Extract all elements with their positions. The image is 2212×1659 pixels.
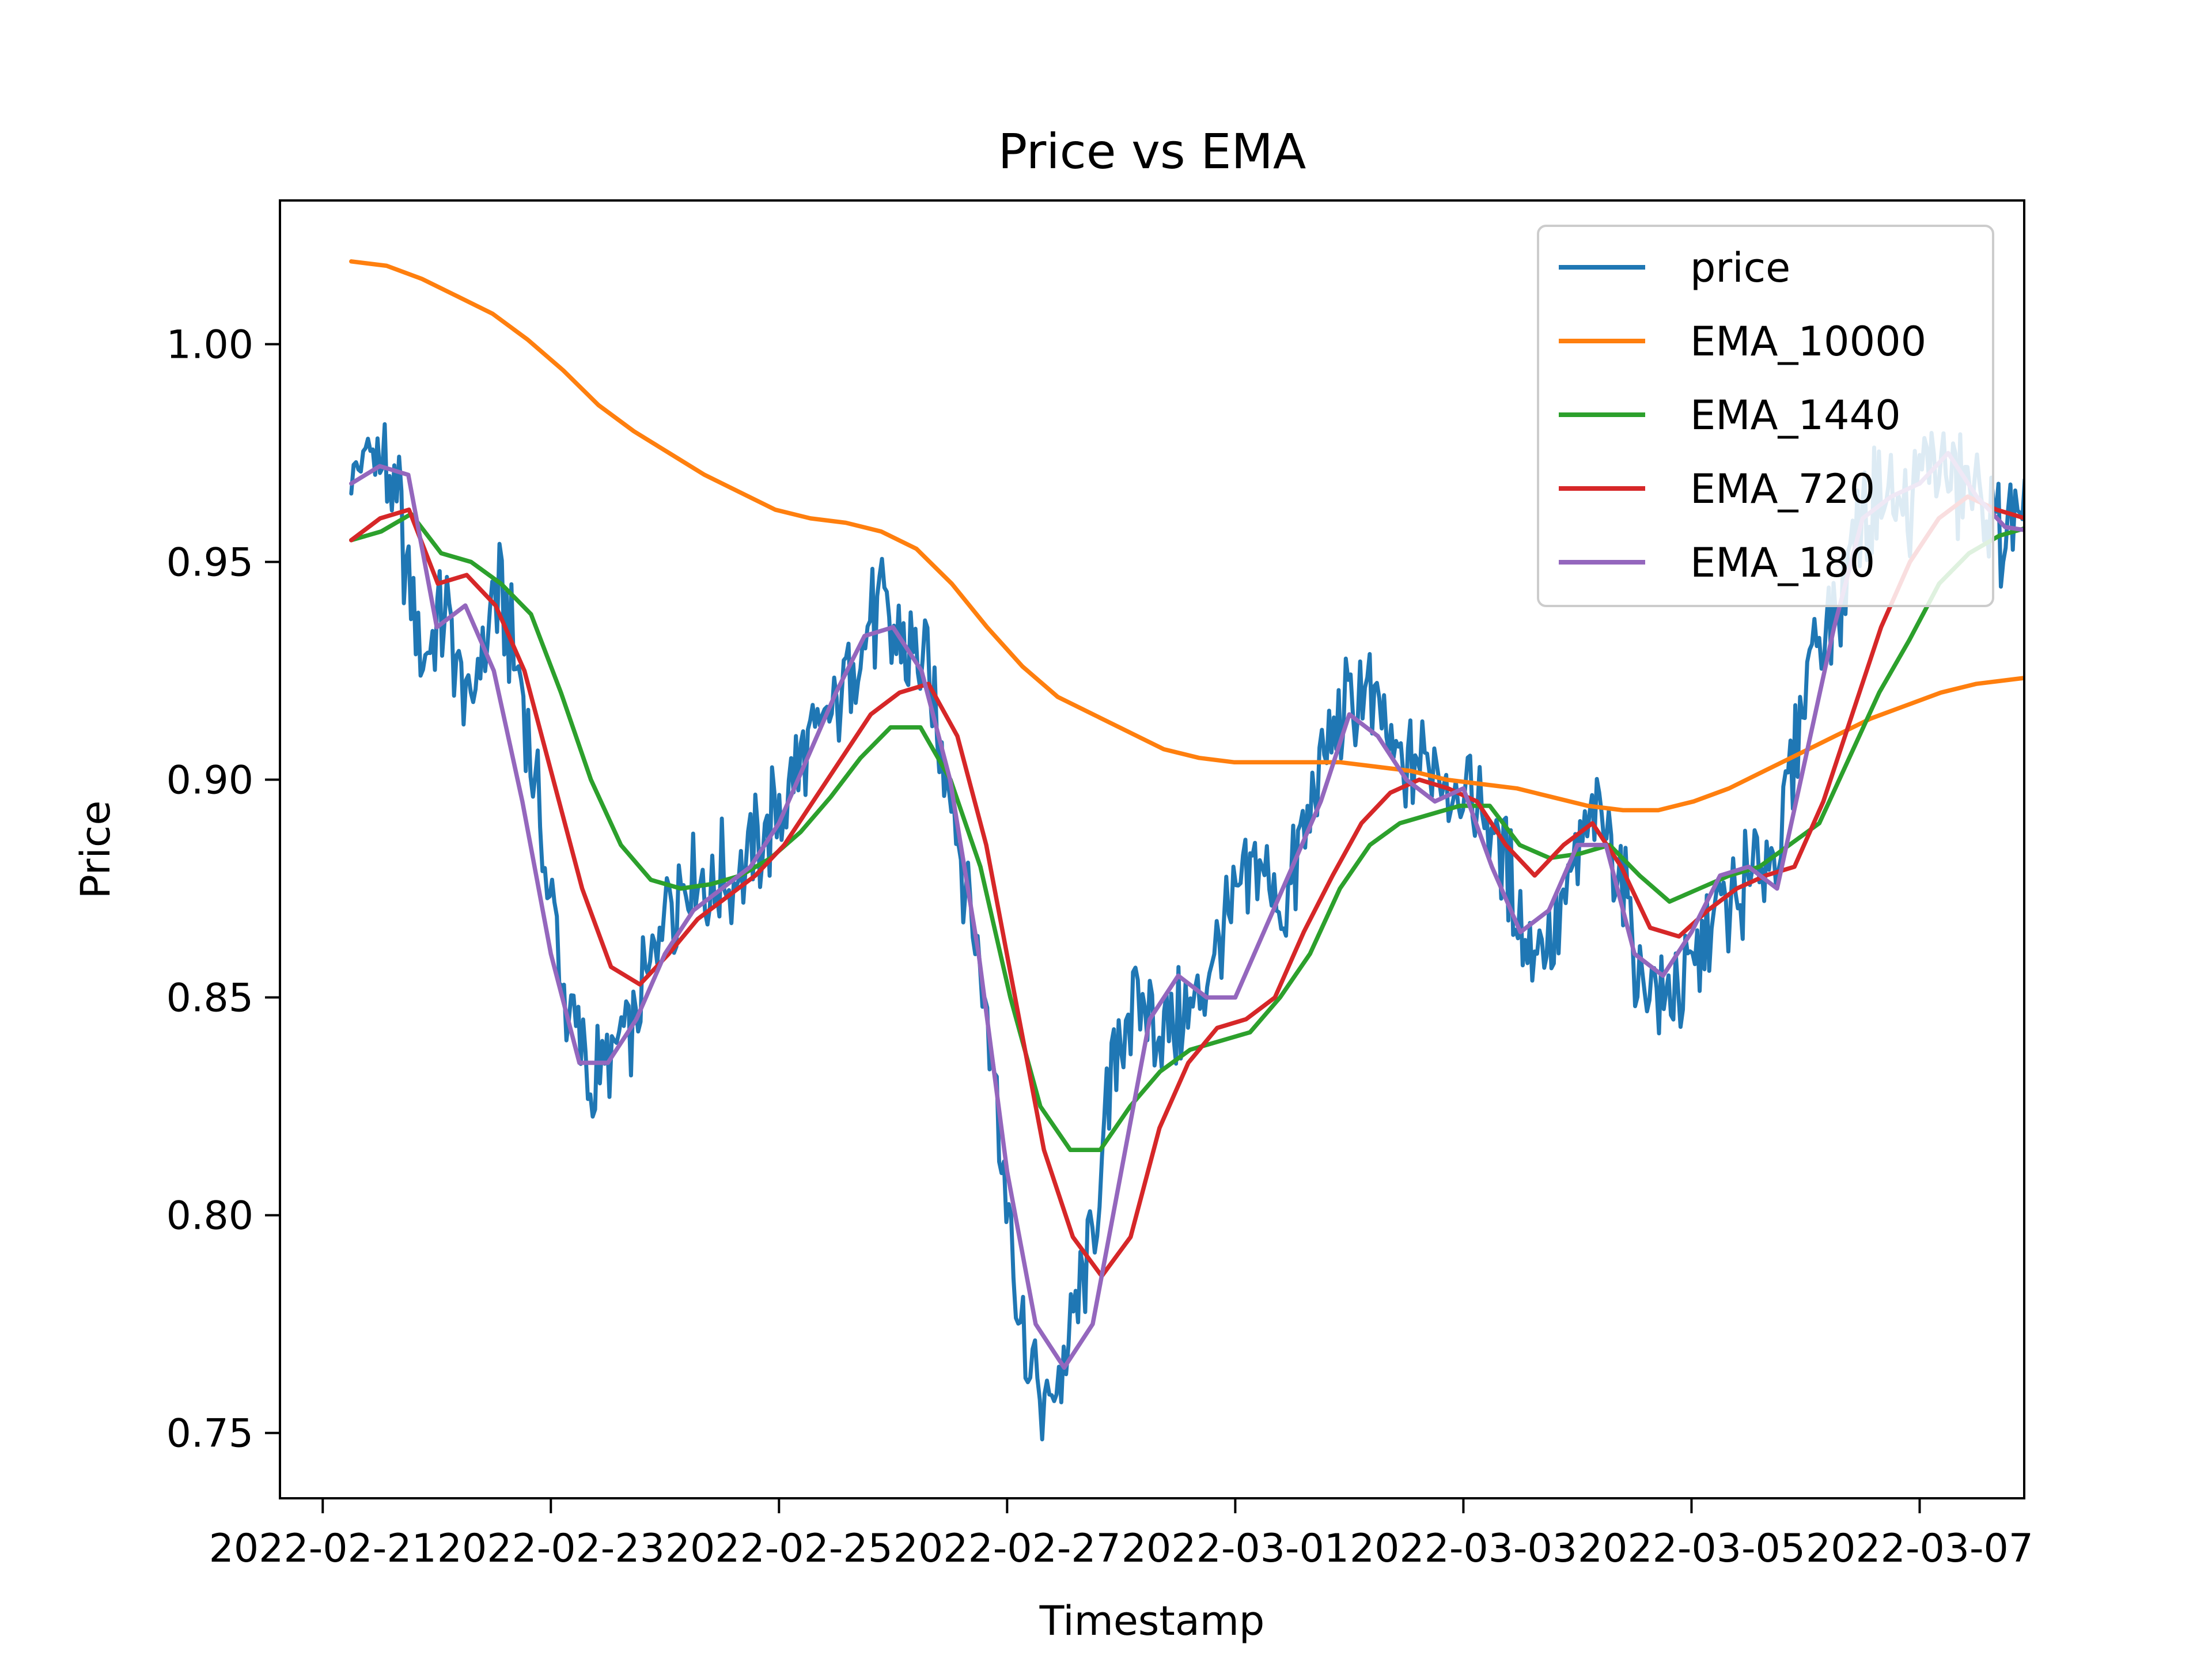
y-tick-label: 1.00 (166, 322, 253, 368)
y-tick-label: 0.90 (166, 758, 253, 804)
legend-label: EMA_180 (1690, 539, 1875, 586)
legend-label: EMA_10000 (1690, 318, 1926, 365)
series-layer (349, 259, 2024, 1442)
x-axis: 2022-02-21 2022-02-23 2022-02-25 2022-02-27… (209, 1498, 2033, 1571)
y-axis: 0.75 0.80 0.85 0.90 0.95 1.00 (166, 322, 280, 1457)
legend-box (1537, 225, 1994, 607)
legend-label: EMA_1440 (1690, 392, 1901, 439)
y-tick-label: 0.75 (166, 1411, 253, 1457)
y-axis-label: Price (72, 801, 119, 899)
legend-label: price (1690, 244, 1790, 291)
x-tick-label: 2022-03-07 (1806, 1526, 2033, 1571)
x-tick-label: 2022-02-23 (437, 1526, 665, 1571)
x-tick-label: 2022-03-03 (1350, 1526, 1577, 1571)
x-tick-label: 2022-03-05 (1578, 1526, 1805, 1571)
legend-label: EMA_720 (1690, 465, 1875, 513)
x-axis-label: Timestamp (1039, 1597, 1265, 1645)
legend: price EMA_10000 EMA_1440 EMA_720 EMA_180 (1537, 225, 1994, 607)
series-line-price (349, 422, 2024, 1442)
series-line-ema-720 (349, 494, 2024, 1279)
series-line-ema-10000 (349, 259, 2024, 813)
series-line-ema-180 (349, 450, 2024, 1370)
x-tick-label: 2022-02-27 (893, 1526, 1121, 1571)
plot-frame (279, 199, 2025, 1499)
x-tick-label: 2022-02-21 (209, 1526, 437, 1571)
chart-title: Price vs EMA (998, 123, 1306, 180)
y-tick-label: 0.85 (166, 976, 253, 1021)
x-tick-label: 2022-02-25 (665, 1526, 893, 1571)
y-tick-label: 0.95 (166, 540, 253, 586)
x-tick-label: 2022-03-01 (1122, 1526, 1349, 1571)
y-tick-label: 0.80 (166, 1194, 253, 1239)
